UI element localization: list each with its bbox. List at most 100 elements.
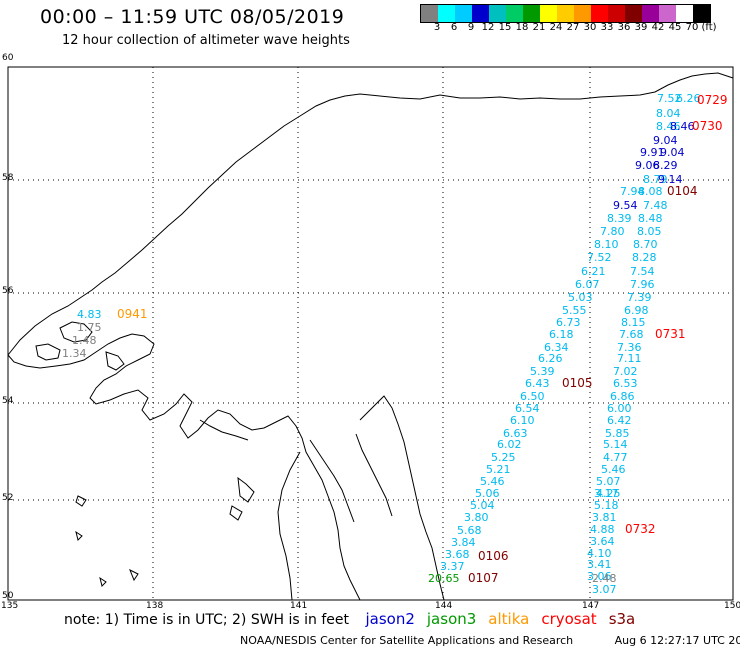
wave-height-value: 6.98 <box>624 304 649 317</box>
lat-label-54: 54 <box>2 396 14 406</box>
wave-height-value: 7.52 <box>657 92 682 105</box>
mission-cryosat: cryosat <box>541 610 597 628</box>
lat-label-60: 60 <box>2 53 14 63</box>
wave-height-value: 3.81 <box>592 511 617 524</box>
wave-height-value: 4.83 <box>77 308 102 321</box>
lon-label-144: 144 <box>435 601 452 611</box>
wave-height-value: 8.79 <box>643 173 668 186</box>
wave-height-value: 7.02 <box>613 365 638 378</box>
wave-height-value: 4.77 <box>603 451 628 464</box>
pass-time-label: 0731 <box>655 327 686 341</box>
wave-height-value: 9.91 <box>640 146 665 159</box>
note-text: note: 1) Time is in UTC; 2) SWH is in fe… <box>64 612 350 628</box>
wave-height-value: 5.06 <box>475 487 500 500</box>
legend-swatch <box>659 5 676 22</box>
legend-swatch <box>455 5 472 22</box>
lat-label-56: 56 <box>2 286 14 296</box>
wave-height-value: 7.39 <box>627 291 652 304</box>
lat-label-52: 52 <box>2 493 13 503</box>
wave-height-value: 9.14 <box>658 173 683 186</box>
wave-height-value: 5.39 <box>530 365 555 378</box>
wave-height-value: 7.36 <box>617 341 642 354</box>
wave-height-value: 5.46 <box>601 463 626 476</box>
wave-height-value: 8.28 <box>632 251 657 264</box>
legend-label: 45 <box>668 22 682 33</box>
wave-height-value: 5.55 <box>562 304 587 317</box>
wave-height-value: 3.41 <box>587 558 612 571</box>
legend-label: 27 <box>566 22 580 33</box>
wave-height-value: 6.00 <box>607 402 632 415</box>
legend-label: 33 <box>600 22 614 33</box>
wave-height-value: 3.37 <box>440 560 465 573</box>
longitude-labels: 135 138 141 144 147 150 <box>1 601 740 611</box>
legend-label: 15 <box>498 22 512 33</box>
legend-swatch <box>506 5 523 22</box>
wave-height-value: 20.65 <box>428 572 460 585</box>
wave-height-value: 7.48 <box>643 199 668 212</box>
wave-height-value: 1.34 <box>62 347 87 360</box>
legend-label: 3 <box>433 22 441 33</box>
legend-swatch <box>574 5 591 22</box>
wave-height-value: 5.68 <box>457 524 482 537</box>
wave-height-value: 9.04 <box>660 146 685 159</box>
footer-timestamp: Aug 6 12:27:17 UTC 2019 <box>614 634 740 647</box>
wave-height-value: 3.64 <box>590 535 615 548</box>
legend-swatch <box>642 5 659 22</box>
legend-swatch <box>540 5 557 22</box>
legend-label: 9 <box>467 22 475 33</box>
wave-height-value: 2.48 <box>592 572 617 585</box>
wave-height-value: 6.42 <box>607 414 632 427</box>
wave-height-value: 6.43 <box>525 377 550 390</box>
wave-height-value: 5.03 <box>568 291 593 304</box>
wave-height-value: 6.07 <box>575 278 600 291</box>
latitude-labels: 60 58 56 54 52 50 <box>2 53 14 601</box>
page-title: 00:00 – 11:59 UTC 08/05/2019 <box>40 6 345 28</box>
legend-swatch <box>608 5 625 22</box>
legend-label: 12 <box>481 22 495 33</box>
lat-label-50: 50 <box>2 591 14 601</box>
wave-height-value: 6.50 <box>520 390 545 403</box>
footer: NOAA/NESDIS Center for Satellite Applica… <box>240 634 740 647</box>
legend-swatch <box>421 5 438 22</box>
wave-height-value: 7.96 <box>630 278 655 291</box>
wave-height-value: 4.88 <box>590 523 615 536</box>
pass-time-label: 0105 <box>562 376 593 390</box>
lon-label-150: 150 <box>724 601 740 611</box>
mission-jason3: jason3 <box>426 610 477 628</box>
legend-label: 21 <box>532 22 546 33</box>
wave-height-value: 8.05 <box>637 225 662 238</box>
wave-height-value: 8.10 <box>594 238 619 251</box>
wave-height-value: 6.26 <box>676 92 701 105</box>
wave-height-value: 5.25 <box>491 451 516 464</box>
wave-height-value: 5.46 <box>480 475 505 488</box>
lon-label-138: 138 <box>146 601 163 611</box>
legend-swatch <box>591 5 608 22</box>
graticule <box>8 67 733 600</box>
wave-height-value: 9.04 <box>653 134 678 147</box>
wave-height-value: 4.10 <box>587 547 612 560</box>
wave-height-value: 5.21 <box>486 463 511 476</box>
pass-time-label: 0104 <box>667 184 698 198</box>
wave-height-value: 8.08 <box>638 185 663 198</box>
legend-swatch <box>438 5 455 22</box>
pass-time-label: 0941 <box>117 307 148 321</box>
wave-height-value: 5.07 <box>596 475 621 488</box>
map-frame <box>7 66 734 601</box>
wave-height-value: 7.94 <box>620 185 645 198</box>
wave-height-value: 6.18 <box>549 328 574 341</box>
wave-height-value: 8.39 <box>607 212 632 225</box>
wave-height-value: 5.04 <box>470 499 495 512</box>
mission-jason2: jason2 <box>365 610 415 628</box>
legend-label: 36 <box>617 22 631 33</box>
wave-height-value: 6.73 <box>556 316 581 329</box>
wave-height-value: 6.02 <box>497 438 522 451</box>
wave-height-value: 9.54 <box>613 199 638 212</box>
mission-altika: altika <box>488 610 530 628</box>
legend-label: 39 <box>634 22 648 33</box>
wave-height-value: 8.46 <box>656 120 681 133</box>
lon-label-141: 141 <box>290 601 307 611</box>
wave-height-value: 3.68 <box>445 548 470 561</box>
pass-time-label: 0730 <box>692 119 723 133</box>
wave-height-value: 8.15 <box>621 316 646 329</box>
